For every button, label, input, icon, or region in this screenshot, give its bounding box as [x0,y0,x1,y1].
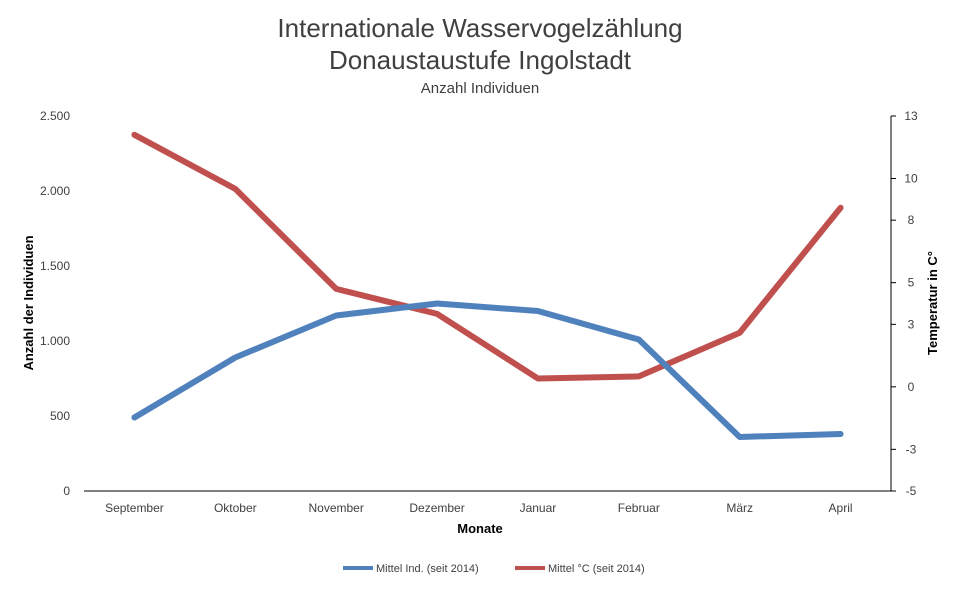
series-line-individuals [131,300,844,440]
x-tick-label: März [726,501,753,515]
left-tick-label: 1.000 [40,334,70,348]
x-tick-label: Oktober [214,501,257,515]
chart-title-line1: Internationale Wasservogelzählung [277,13,682,43]
left-tick-label: 0 [63,484,70,498]
right-tick-label: -3 [906,442,917,456]
right-axis-ticks: -5 -3 0 3 5 8 10 13 [891,109,918,498]
left-y-axis-label: Anzahl der Individuen [21,235,36,370]
right-tick-label: 8 [908,213,915,227]
legend-label-individuals: Mittel Ind. (seit 2014) [376,563,479,575]
x-tick-label: November [309,501,364,515]
x-tick-label: Dezember [409,501,464,515]
left-tick-label: 500 [50,409,70,423]
legend-label-temperature: Mittel °C (seit 2014) [548,563,645,575]
chart-title-line2: Donaustaustufe Ingolstadt [329,45,632,75]
x-axis-label: Monate [457,521,503,536]
x-tick-label: Januar [520,501,557,515]
x-axis-ticks: September Oktober November Dezember Januar Fe… [105,501,852,515]
right-tick-label: 0 [908,380,915,394]
x-tick-label: September [105,501,164,515]
right-tick-label: 10 [904,172,918,186]
right-tick-label: 5 [908,276,915,290]
right-tick-label: 3 [908,317,915,331]
right-y-axis-label: Temperatur in C° [925,251,940,355]
x-tick-label: Februar [618,501,660,515]
chart-subtitle: Anzahl Individuen [421,80,539,97]
left-tick-label: 1.500 [40,259,70,273]
left-tick-label: 2.000 [40,184,70,198]
series-layer [131,131,844,440]
left-axis-ticks: 0 500 1.000 1.500 2.000 2.500 [40,109,70,498]
right-tick-label: -5 [906,484,917,498]
series-line-temperature [131,131,844,382]
right-tick-label: 13 [904,109,918,123]
legend: Mittel Ind. (seit 2014) Mittel °C (seit … [343,563,645,575]
x-tick-label: April [829,501,853,515]
left-tick-label: 2.500 [40,109,70,123]
